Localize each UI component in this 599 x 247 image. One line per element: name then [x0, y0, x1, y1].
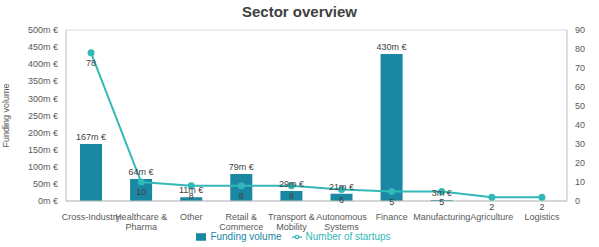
- svg-text:30: 30: [575, 139, 585, 149]
- svg-text:29m €: 29m €: [279, 179, 304, 189]
- svg-text:8: 8: [189, 191, 194, 201]
- svg-text:11m €: 11m €: [179, 185, 204, 196]
- svg-text:167m €: 167m €: [76, 132, 106, 142]
- svg-text:2: 2: [539, 202, 544, 212]
- svg-text:Logistics: Logistics: [524, 212, 560, 222]
- svg-text:2: 2: [489, 202, 494, 212]
- svg-text:70: 70: [575, 63, 585, 73]
- svg-text:Cross-Industry: Cross-Industry: [62, 212, 121, 222]
- svg-text:430m €: 430m €: [377, 42, 407, 52]
- svg-text:5: 5: [389, 197, 394, 207]
- svg-text:79m €: 79m €: [229, 162, 254, 172]
- svg-text:10: 10: [136, 187, 146, 197]
- svg-text:5: 5: [439, 197, 444, 207]
- svg-text:400m €: 400m €: [28, 59, 58, 69]
- svg-text:50: 50: [575, 101, 585, 111]
- svg-text:20: 20: [575, 158, 585, 168]
- svg-text:Funding volume: Funding volume: [8, 83, 11, 147]
- svg-text:AutonomousSystems: AutonomousSystems: [316, 212, 367, 232]
- svg-text:Transport &Mobility: Transport &Mobility: [268, 212, 315, 232]
- svg-text:500m €: 500m €: [28, 25, 58, 35]
- svg-text:0m €: 0m €: [38, 196, 58, 206]
- svg-text:90: 90: [575, 25, 585, 35]
- svg-text:Retail &Commerce: Retail &Commerce: [219, 212, 263, 232]
- svg-text:80: 80: [575, 44, 585, 54]
- svg-text:10: 10: [575, 177, 585, 187]
- html-text:Number of startups: Number of startups: [305, 231, 391, 242]
- svg-text:100m €: 100m €: [28, 162, 58, 172]
- svg-text:40: 40: [575, 120, 585, 130]
- svg-text:64m €: 64m €: [129, 167, 154, 177]
- svg-text:450m €: 450m €: [28, 42, 58, 52]
- svg-text:6: 6: [339, 195, 344, 205]
- svg-text:350m €: 350m €: [28, 76, 58, 86]
- html-text:Funding volume: Funding volume: [210, 231, 282, 242]
- svg-text:21m €: 21m €: [329, 182, 354, 192]
- svg-text:Agriculture: Agriculture: [470, 212, 513, 222]
- svg-text:3m €: 3m €: [431, 188, 452, 198]
- svg-text:8: 8: [239, 191, 244, 201]
- svg-text:Other: Other: [180, 212, 203, 222]
- svg-text:50m €: 50m €: [33, 179, 58, 189]
- svg-text:150m €: 150m €: [28, 145, 58, 155]
- svg-text:200m €: 200m €: [28, 128, 58, 138]
- svg-text:8: 8: [289, 191, 294, 201]
- svg-text:0: 0: [575, 196, 580, 206]
- svg-text:Finance: Finance: [376, 212, 408, 222]
- svg-text:300m €: 300m €: [28, 94, 58, 104]
- svg-text:250m €: 250m €: [28, 111, 58, 121]
- html-text:Sector overview: Sector overview: [242, 3, 357, 20]
- svg-text:Manufacturing: Manufacturing: [413, 212, 470, 222]
- svg-text:60: 60: [575, 82, 585, 92]
- svg-text:Healthcare &Pharma: Healthcare &Pharma: [115, 212, 167, 232]
- svg-text:78: 78: [86, 58, 96, 68]
